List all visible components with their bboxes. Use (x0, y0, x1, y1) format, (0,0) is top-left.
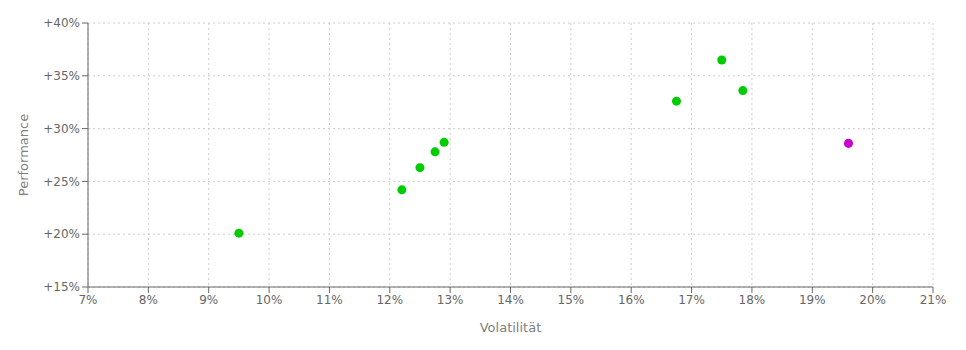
svg-text:18%: 18% (739, 293, 766, 307)
svg-text:8%: 8% (139, 293, 158, 307)
svg-text:21%: 21% (920, 293, 947, 307)
svg-text:+15%: +15% (43, 280, 80, 294)
svg-text:12%: 12% (376, 293, 403, 307)
svg-text:+25%: +25% (43, 175, 80, 189)
svg-text:15%: 15% (558, 293, 585, 307)
svg-text:19%: 19% (799, 293, 826, 307)
svg-text:16%: 16% (618, 293, 645, 307)
svg-text:Volatilität: Volatilität (480, 320, 542, 335)
svg-text:10%: 10% (256, 293, 283, 307)
svg-text:11%: 11% (316, 293, 343, 307)
svg-text:+30%: +30% (43, 122, 80, 136)
svg-text:7%: 7% (78, 293, 97, 307)
svg-text:Performance: Performance (16, 114, 31, 196)
svg-text:13%: 13% (437, 293, 464, 307)
svg-text:+35%: +35% (43, 69, 80, 83)
svg-text:+40%: +40% (43, 16, 80, 30)
svg-text:17%: 17% (678, 293, 705, 307)
svg-text:9%: 9% (199, 293, 218, 307)
svg-text:14%: 14% (497, 293, 524, 307)
svg-text:+20%: +20% (43, 227, 80, 241)
svg-text:20%: 20% (859, 293, 886, 307)
